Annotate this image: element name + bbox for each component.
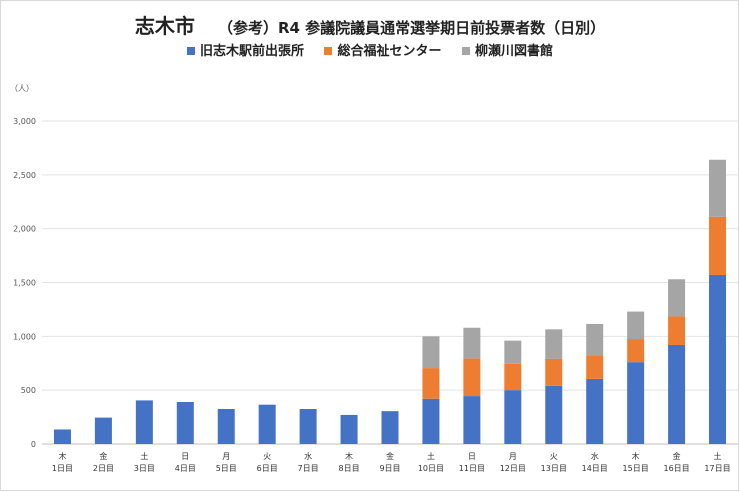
x-tick-weekday: 日 xyxy=(181,452,189,461)
bar-segment-series-1 xyxy=(340,414,358,444)
legend-item-series-3: 柳瀬川図書館 xyxy=(462,40,553,59)
legend-item-series-1: 旧志木駅前出張所 xyxy=(186,40,304,59)
x-tick-weekday: 日 xyxy=(468,452,476,461)
bar-segment-series-1 xyxy=(463,396,481,444)
legend-swatch-series-1 xyxy=(186,46,195,55)
bar-segment-series-2 xyxy=(668,316,686,345)
x-tick-day: 17日目 xyxy=(704,464,730,473)
x-tick-day: 1日目 xyxy=(52,464,73,473)
y-tick-label: 2,500 xyxy=(13,171,36,180)
x-tick-day: 3日目 xyxy=(134,464,155,473)
bar-segment-series-1 xyxy=(545,385,563,444)
bar-segment-series-1 xyxy=(299,409,317,444)
legend-label-series-3: 柳瀬川図書館 xyxy=(475,44,554,59)
x-tick-day: 13日目 xyxy=(541,464,567,473)
legend-label-series-2: 総合福祉センター xyxy=(337,44,442,59)
bar-segment-series-1 xyxy=(176,402,194,444)
bar-segment-series-1 xyxy=(53,429,71,444)
bar-segment-series-1 xyxy=(586,378,604,444)
bar-segment-series-3 xyxy=(709,159,727,217)
x-tick-weekday: 金 xyxy=(386,451,394,461)
x-tick-day: 15日目 xyxy=(623,464,649,473)
chart-title-row: 志木市 （参考）R4 参議院議員通常選挙期日前投票者数（日別） xyxy=(0,10,740,39)
y-tick-label: 3,000 xyxy=(13,117,36,126)
legend-label-series-1: 旧志木駅前出張所 xyxy=(199,44,304,59)
x-tick-day: 8日目 xyxy=(339,464,360,473)
x-tick-day: 6日目 xyxy=(257,464,278,473)
chart-legend: 旧志木駅前出張所 総合福祉センター 柳瀬川図書館 xyxy=(0,40,740,59)
bar-segment-series-3 xyxy=(463,327,481,359)
bar-segment-series-2 xyxy=(627,339,645,363)
bar-segment-series-1 xyxy=(709,274,727,444)
x-tick-weekday: 土 xyxy=(140,451,148,461)
x-tick-day: 2日目 xyxy=(93,464,114,473)
bar-segment-series-3 xyxy=(504,340,522,364)
bar-segment-series-2 xyxy=(504,363,522,391)
legend-swatch-series-2 xyxy=(324,46,333,55)
bar-segment-series-1 xyxy=(135,400,153,444)
bar-segment-series-2 xyxy=(463,358,481,397)
chart-subtitle: （参考）R4 参議院議員通常選挙期日前投票者数（日別） xyxy=(217,19,606,37)
x-tick-weekday: 水 xyxy=(591,451,599,461)
legend-item-series-2: 総合福祉センター xyxy=(324,40,442,59)
chart-title: 志木市 xyxy=(134,14,195,38)
bar-segment-series-3 xyxy=(668,279,686,317)
x-tick-weekday: 月 xyxy=(509,452,517,461)
x-tick-day: 4日目 xyxy=(175,464,196,473)
y-tick-label: 1,500 xyxy=(13,279,36,288)
x-tick-weekday: 水 xyxy=(304,451,312,461)
x-tick-weekday: 木 xyxy=(632,451,640,461)
x-tick-weekday: 金 xyxy=(673,451,681,461)
x-tick-weekday: 木 xyxy=(345,451,353,461)
x-tick-day: 12日目 xyxy=(500,464,526,473)
bar-segment-series-1 xyxy=(422,398,440,444)
bar-segment-series-3 xyxy=(422,336,440,369)
y-tick-label: 0 xyxy=(31,440,36,449)
bar-segment-series-2 xyxy=(709,216,727,275)
y-tick-label: 1,000 xyxy=(13,332,36,341)
x-tick-day: 14日目 xyxy=(582,464,608,473)
x-tick-weekday: 金 xyxy=(99,451,107,461)
y-tick-label: 2,000 xyxy=(13,225,36,234)
x-tick-weekday: 火 xyxy=(263,452,271,461)
bar-segment-series-1 xyxy=(668,344,686,444)
y-axis-unit-label: （人） xyxy=(10,84,34,93)
bar-segment-series-1 xyxy=(217,409,235,444)
y-tick-label: 500 xyxy=(21,386,36,395)
x-tick-day: 11日目 xyxy=(459,464,485,473)
x-tick-day: 7日目 xyxy=(298,464,319,473)
x-tick-weekday: 木 xyxy=(58,451,66,461)
x-tick-day: 16日目 xyxy=(663,464,689,473)
x-tick-day: 9日目 xyxy=(379,464,400,473)
bar-segment-series-3 xyxy=(545,329,563,359)
x-tick-weekday: 火 xyxy=(550,452,558,461)
bar-segment-series-1 xyxy=(381,411,399,444)
legend-swatch-series-3 xyxy=(462,46,471,55)
x-tick-weekday: 月 xyxy=(222,452,230,461)
x-tick-day: 5日目 xyxy=(216,464,237,473)
bar-segment-series-1 xyxy=(94,417,112,444)
bar-segment-series-1 xyxy=(258,404,276,444)
bar-segment-series-2 xyxy=(586,355,604,379)
x-tick-day: 10日目 xyxy=(418,464,444,473)
bar-segment-series-3 xyxy=(586,323,604,356)
bar-segment-series-1 xyxy=(504,390,522,444)
bar-segment-series-2 xyxy=(422,368,440,399)
bar-segment-series-2 xyxy=(545,358,563,386)
x-tick-weekday: 土 xyxy=(427,451,435,461)
bar-segment-series-3 xyxy=(627,311,645,340)
x-tick-weekday: 土 xyxy=(714,451,722,461)
bar-segment-series-1 xyxy=(627,362,645,444)
